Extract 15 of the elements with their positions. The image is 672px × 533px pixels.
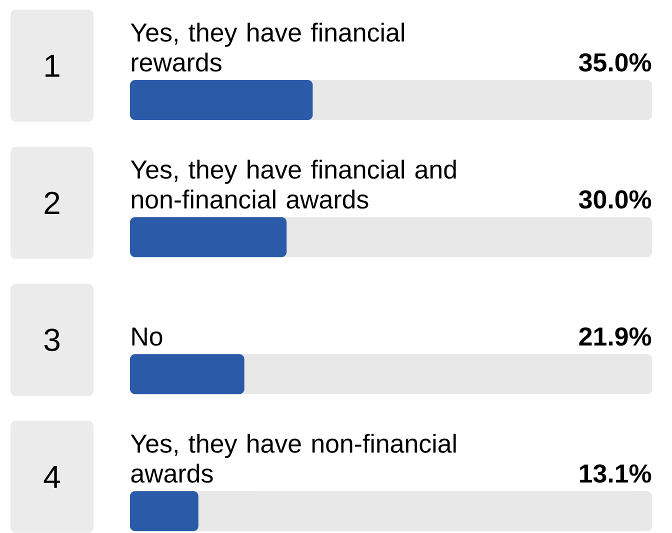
y-tick-label: Yes, they have financial and non-financial awards (130, 160, 456, 209)
bar (130, 354, 244, 394)
data-label: 21.9% (579, 327, 652, 346)
text: 3 (44, 328, 60, 352)
text: 1 (46, 54, 60, 77)
y-tick-label: Yes, they have non-financial awards (130, 434, 456, 483)
data-label: 35.0% (578, 53, 652, 72)
text: 2 (44, 192, 60, 214)
text: 4 (44, 466, 60, 488)
bar (130, 491, 198, 532)
bar (130, 217, 287, 258)
data-label: 13.1% (580, 464, 652, 483)
data-label: 30.0% (578, 190, 652, 209)
y-tick-label: Yes, they have financial rewards (130, 22, 404, 72)
y-tick-label: No (132, 328, 162, 346)
